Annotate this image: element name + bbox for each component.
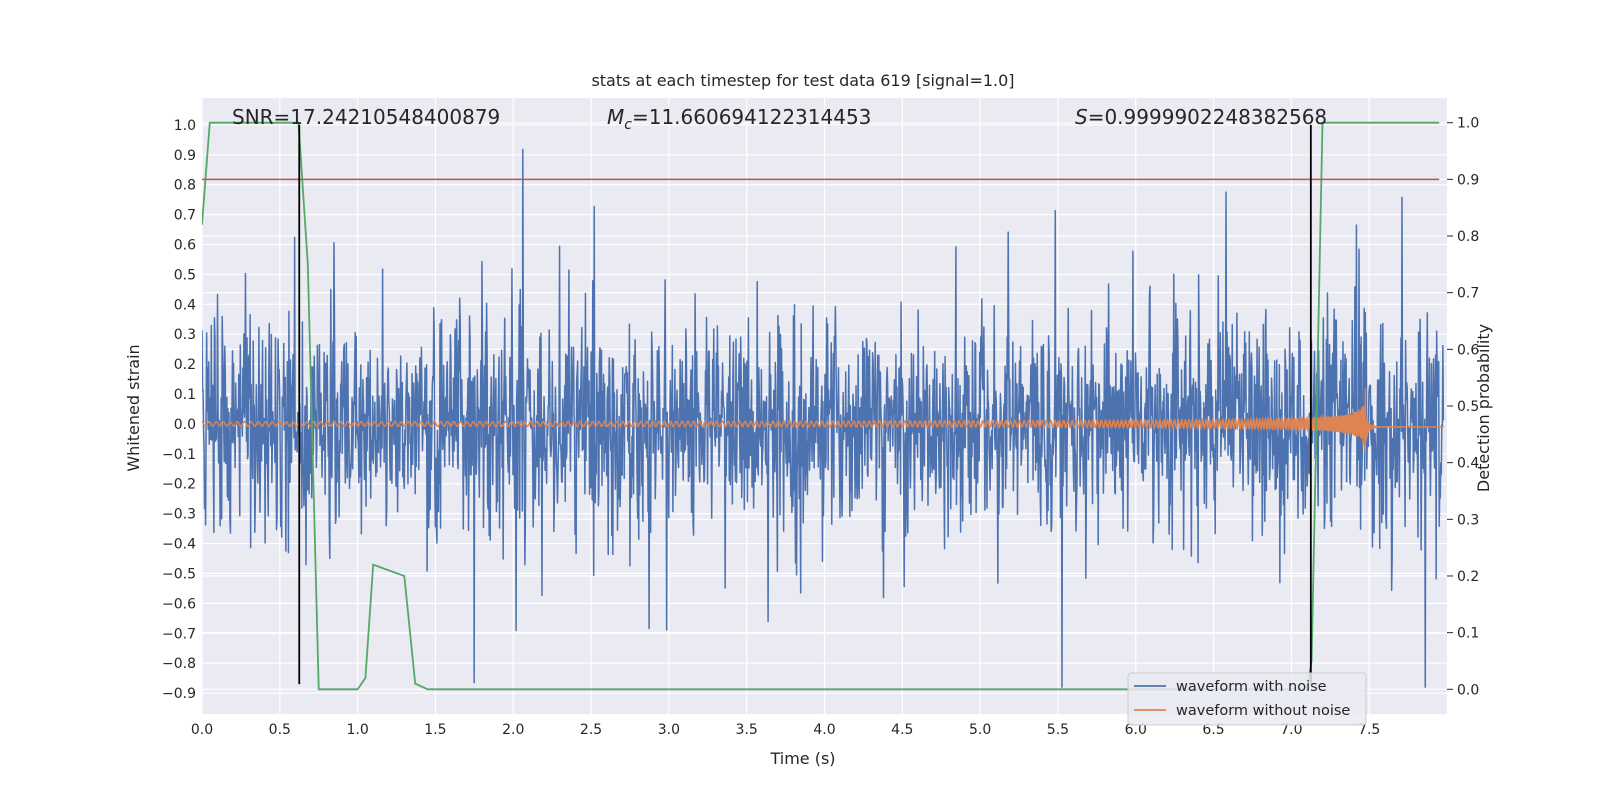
x-tick-label: 7.0: [1280, 722, 1302, 738]
x-tick-label: 6.0: [1125, 722, 1147, 738]
x-tick-label: 1.0: [346, 722, 368, 738]
y2-axis-label: Detection probability: [1474, 324, 1493, 492]
x-tick-label: 3.0: [658, 722, 680, 738]
y-axis-ticks: 1.0 0.9 0.8 0.7 0.6 0.5 0.4 0.3 0.2 0.1 0.0 −0.1 −0.…: [162, 118, 196, 702]
mc-value: =11.660694122314453: [632, 105, 871, 129]
y-tick-label: 0.6: [174, 238, 196, 254]
x-axis-label: Time (s): [769, 749, 835, 768]
y-tick-label: 0.3: [174, 327, 196, 343]
x-tick-label: 3.5: [736, 722, 758, 738]
mc-subscript: c: [624, 117, 632, 133]
x-tick-label: 0.0: [191, 722, 213, 738]
legend: waveform with noise waveform without noi…: [1127, 672, 1367, 726]
chart-title: stats at each timestep for test data 619…: [591, 71, 1014, 90]
noisy-waveform-line: [202, 148, 1445, 688]
y2-tick-label: 0.3: [1457, 512, 1479, 528]
mc-annotation: Mc=11.660694122314453: [607, 105, 871, 133]
y2-tick-label: 0.8: [1457, 229, 1479, 245]
y-tick-label: −0.8: [162, 656, 196, 672]
s-symbol: S: [1075, 105, 1088, 129]
x-tick-label: 0.5: [269, 722, 291, 738]
snr-annotation: SNR=17.24210548400879: [232, 105, 500, 129]
y-tick-label: −0.3: [162, 507, 196, 523]
s-annotation: S=0.9999902248382568: [1075, 105, 1327, 129]
y-tick-label: 0.8: [174, 178, 196, 194]
legend-label-clean: waveform without noise: [1176, 703, 1350, 719]
y2-tick-label: 0.1: [1457, 626, 1479, 642]
legend-box: [1127, 672, 1367, 726]
y-tick-label: −0.6: [162, 596, 196, 612]
y2-tick-label: 0.7: [1457, 286, 1479, 302]
y2-tick-label: 0.5: [1457, 399, 1479, 415]
x-tick-label: 5.0: [969, 722, 991, 738]
series-waveform-without-noise: [202, 388, 1444, 452]
x-tick-label: 2.5: [580, 722, 602, 738]
y2-tick-label: 0.6: [1457, 342, 1479, 358]
mc-symbol: M: [607, 105, 624, 129]
y2-tick-label: 0.9: [1457, 172, 1479, 188]
x-tick-label: 4.5: [891, 722, 913, 738]
y-tick-label: 0.4: [174, 297, 196, 313]
clean-waveform-line: [202, 388, 1444, 452]
x-tick-label: 1.5: [424, 722, 446, 738]
y-tick-label: 1.0: [174, 118, 196, 134]
y-tick-label: −0.7: [162, 626, 196, 642]
y-tick-label: 0.9: [174, 148, 196, 164]
x-tick-label: 6.5: [1202, 722, 1224, 738]
y-tick-label: 0.0: [174, 417, 196, 433]
y-tick-label: −0.9: [162, 686, 196, 702]
y-tick-label: 0.1: [174, 387, 196, 403]
y2-tick-label: 1.0: [1457, 116, 1479, 132]
y-tick-label: −0.4: [162, 537, 196, 553]
y2-tick-label: 0.2: [1457, 569, 1479, 585]
y-tick-label: 0.7: [174, 208, 196, 224]
y-tick-label: 0.2: [174, 357, 196, 373]
x-tick-label: 5.5: [1047, 722, 1069, 738]
legend-label-noise: waveform with noise: [1176, 679, 1327, 695]
y2-tick-label: 0.4: [1457, 456, 1479, 472]
y-tick-label: −0.1: [162, 447, 196, 463]
grid: [201, 98, 1447, 714]
x-tick-label: 7.5: [1358, 722, 1380, 738]
series-waveform-with-noise: [202, 148, 1445, 688]
x-tick-label: 4.0: [813, 722, 835, 738]
y2-tick-label: 0.0: [1457, 682, 1479, 698]
y-tick-label: −0.5: [162, 566, 196, 582]
vertical-lines: [298, 124, 1312, 685]
y-tick-label: 0.5: [174, 267, 196, 283]
y-tick-label: −0.2: [162, 477, 196, 493]
x-tick-label: 2.0: [502, 722, 524, 738]
y-axis-label: Whitened strain: [124, 344, 143, 471]
s-value: =0.9999902248382568: [1088, 105, 1327, 129]
y2-axis-ticks: 1.0 0.9 0.8 0.7 0.6 0.5 0.4 0.3 0.2 0.1 0.0: [1447, 116, 1479, 698]
x-axis-ticks: 0.0 0.5 1.0 1.5 2.0 2.5 3.0 3.5 4.0 4.5 5.0 5.5 6.0 6…: [191, 722, 1380, 738]
